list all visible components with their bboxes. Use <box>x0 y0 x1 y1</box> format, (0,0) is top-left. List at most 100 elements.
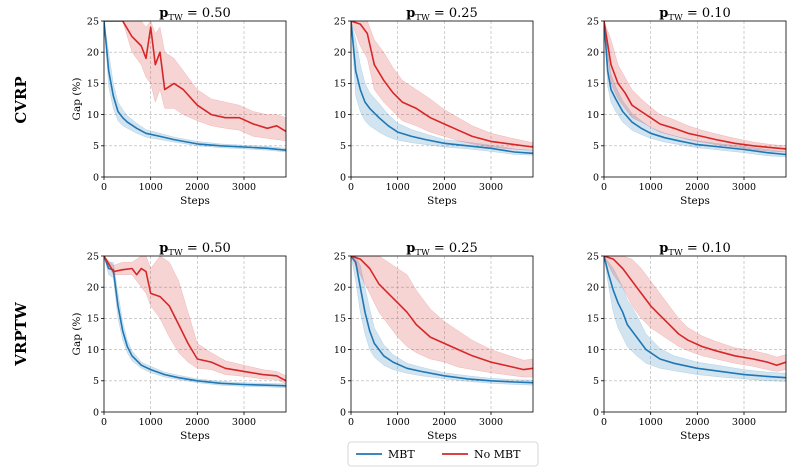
row-label-cvrp: CVRP <box>12 76 30 123</box>
y-tick-label: 5 <box>93 376 99 387</box>
x-axis-label: Steps <box>680 195 710 207</box>
panel-title: pTW = 0.25 <box>406 241 478 258</box>
x-tick-label: 2000 <box>185 182 209 193</box>
x-tick-label: 3000 <box>479 182 503 193</box>
x-tick-label: 0 <box>101 417 107 428</box>
legend-no-mbt-label: No MBT <box>474 448 521 461</box>
x-tick-label: 2000 <box>185 417 209 428</box>
y-tick-label: 5 <box>93 141 99 152</box>
y-tick-label: 20 <box>87 283 99 294</box>
x-tick-label: 0 <box>601 417 607 428</box>
x-tick-label: 0 <box>601 182 607 193</box>
y-tick-label: 25 <box>587 251 599 262</box>
panel-title: pTW = 0.50 <box>159 6 231 23</box>
band-mbt <box>604 21 786 158</box>
band-no-mbt <box>604 21 786 153</box>
axes-frame <box>103 255 287 413</box>
y-tick-label: 0 <box>93 407 99 418</box>
y-axis-label: Gap (%) <box>71 78 83 121</box>
y-tick-label: 15 <box>334 79 346 90</box>
x-tick-label: 2000 <box>685 182 709 193</box>
row-label-vrptw: VRPTW <box>12 301 30 367</box>
x-tick-label: 3000 <box>732 417 756 428</box>
y-tick-label: 15 <box>334 314 346 325</box>
x-axis-label: Steps <box>427 195 457 207</box>
x-tick-label: 0 <box>348 417 354 428</box>
band-mbt <box>604 256 786 382</box>
x-tick-label: 1000 <box>639 417 663 428</box>
band-mbt <box>104 21 286 153</box>
y-tick-label: 25 <box>587 16 599 27</box>
series-line-no-mbt <box>104 21 286 133</box>
panel-title: pTW = 0.10 <box>659 241 731 258</box>
panel-6: 0 1000 2000 3000 0 5 10 15 20 25 Steps pTW = 0.10 <box>587 241 787 442</box>
y-tick-label: 10 <box>587 345 599 356</box>
x-tick-label: 2000 <box>685 417 709 428</box>
x-tick-label: 1000 <box>139 417 163 428</box>
axes-frame <box>350 20 534 178</box>
y-tick-label: 25 <box>334 251 346 262</box>
band-no-mbt <box>104 21 286 142</box>
panel-5: 0 1000 2000 3000 0 5 10 15 20 25 Steps pTW = 0.25 <box>334 241 534 442</box>
series-line-no-mbt <box>604 256 786 366</box>
series-line-no-mbt <box>351 21 533 148</box>
x-axis-label: Steps <box>180 430 210 442</box>
y-tick-label: 20 <box>334 283 346 294</box>
x-tick-label: 1000 <box>639 182 663 193</box>
y-tick-label: 25 <box>87 16 99 27</box>
y-tick-label: 20 <box>334 48 346 59</box>
panel-3: 0 1000 2000 3000 0 5 10 15 20 25 Steps pTW = 0.10 <box>587 6 787 207</box>
x-axis-label: Steps <box>180 195 210 207</box>
series-line-mbt <box>351 256 533 384</box>
y-tick-label: 15 <box>587 314 599 325</box>
y-tick-label: 5 <box>593 141 599 152</box>
band-mbt <box>351 21 533 156</box>
y-tick-label: 0 <box>340 172 346 183</box>
x-tick-label: 2000 <box>432 182 456 193</box>
legend-mbt-label: MBT <box>388 448 415 461</box>
x-tick-label: 3000 <box>232 182 256 193</box>
y-tick-label: 10 <box>334 110 346 121</box>
axes-frame <box>350 255 534 413</box>
series-line-mbt <box>104 256 286 387</box>
series-line-no-mbt <box>351 256 533 371</box>
x-tick-label: 0 <box>101 182 107 193</box>
panel-plot-area <box>351 256 533 386</box>
series-line-mbt <box>351 21 533 155</box>
panel-title: pTW = 0.10 <box>659 6 731 23</box>
y-tick-label: 10 <box>587 110 599 121</box>
panel-plot-area <box>104 21 286 153</box>
panel-1: 0 1000 2000 3000 0 5 10 15 20 25 Steps Gap (%) pTW =… <box>71 6 287 207</box>
y-tick-label: 5 <box>340 141 346 152</box>
y-tick-label: 20 <box>87 48 99 59</box>
x-tick-label: 2000 <box>432 417 456 428</box>
panel-plot-area <box>104 256 286 388</box>
series-line-no-mbt <box>604 21 786 150</box>
panel-title: pTW = 0.25 <box>406 6 478 23</box>
series-line-mbt <box>604 256 786 379</box>
y-tick-label: 0 <box>340 407 346 418</box>
x-axis-label: Steps <box>427 430 457 442</box>
x-tick-label: 1000 <box>139 182 163 193</box>
y-tick-label: 20 <box>587 48 599 59</box>
x-tick-label: 3000 <box>232 417 256 428</box>
x-tick-label: 0 <box>348 182 354 193</box>
panel-plot-area <box>604 256 786 382</box>
y-tick-label: 25 <box>334 16 346 27</box>
y-tick-label: 5 <box>340 376 346 387</box>
x-tick-label: 3000 <box>479 417 503 428</box>
axes-frame <box>603 20 787 178</box>
y-tick-label: 0 <box>593 407 599 418</box>
y-tick-label: 20 <box>587 283 599 294</box>
series-line-mbt <box>604 21 786 156</box>
y-tick-label: 5 <box>593 376 599 387</box>
band-no-mbt <box>351 256 533 378</box>
panel-2: 0 1000 2000 3000 0 5 10 15 20 25 Steps pTW = 0.25 <box>334 6 534 207</box>
band-no-mbt <box>104 256 286 385</box>
panel-plot-area <box>351 21 533 156</box>
y-tick-label: 10 <box>87 345 99 356</box>
y-tick-label: 0 <box>593 172 599 183</box>
y-tick-label: 15 <box>587 79 599 90</box>
